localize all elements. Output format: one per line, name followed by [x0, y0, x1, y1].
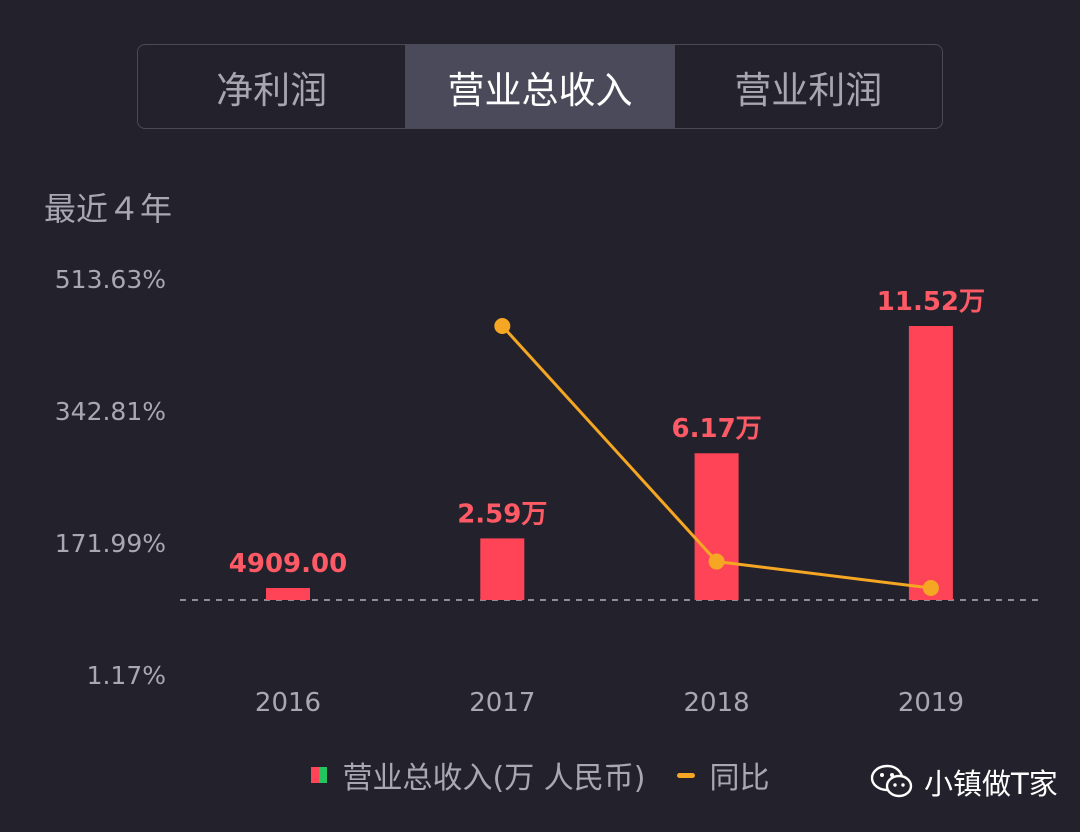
bar-value-label: 2.59万 — [457, 499, 547, 529]
yoy-point — [494, 318, 511, 334]
tab-net-profit[interactable]: 净利润 — [138, 45, 407, 128]
bar-swatch-icon — [310, 767, 327, 783]
bar — [480, 538, 525, 600]
bar-value-label: 11.52万 — [877, 287, 985, 317]
y-tick-label: 342.81% — [54, 397, 166, 426]
x-tick-label: 2016 — [255, 688, 321, 718]
y-tick-label: 513.63% — [54, 265, 166, 294]
yoy-point — [708, 553, 725, 570]
legend-label-revenue: 营业总收入(万 人民币) — [342, 761, 646, 796]
y-tick-label: 1.17% — [86, 661, 166, 690]
metric-tabs: 净利润 营业总收入 营业利润 — [137, 44, 943, 129]
bar-value-label: 6.17万 — [672, 414, 762, 444]
line-swatch-icon — [677, 772, 696, 778]
bar-value-label: 4909.00 — [229, 549, 347, 579]
bar — [694, 453, 739, 600]
tab-total-revenue[interactable]: 营业总收入 — [406, 45, 675, 128]
chart-legend: 营业总收入(万 人民币) 同比 — [0, 753, 1080, 797]
bar — [266, 588, 310, 600]
legend-item-revenue[interactable]: 营业总收入(万 人民币) — [310, 753, 646, 797]
wechat-icon — [870, 764, 913, 798]
legend-label-yoy: 同比 — [709, 761, 770, 796]
y-tick-label: 171.99% — [54, 529, 166, 558]
yoy-point — [922, 580, 939, 596]
period-label: 最近４年 — [44, 190, 173, 228]
watermark-text: 小镇做T家 — [924, 767, 1058, 801]
watermark: 小镇做T家 — [870, 760, 1058, 804]
x-tick-label: 2019 — [898, 688, 964, 718]
legend-item-yoy[interactable]: 同比 — [677, 753, 769, 797]
x-tick-label: 2018 — [684, 688, 750, 718]
x-tick-label: 2017 — [469, 688, 535, 718]
tab-operating-profit[interactable]: 营业利润 — [734, 68, 883, 112]
bar — [908, 326, 953, 600]
